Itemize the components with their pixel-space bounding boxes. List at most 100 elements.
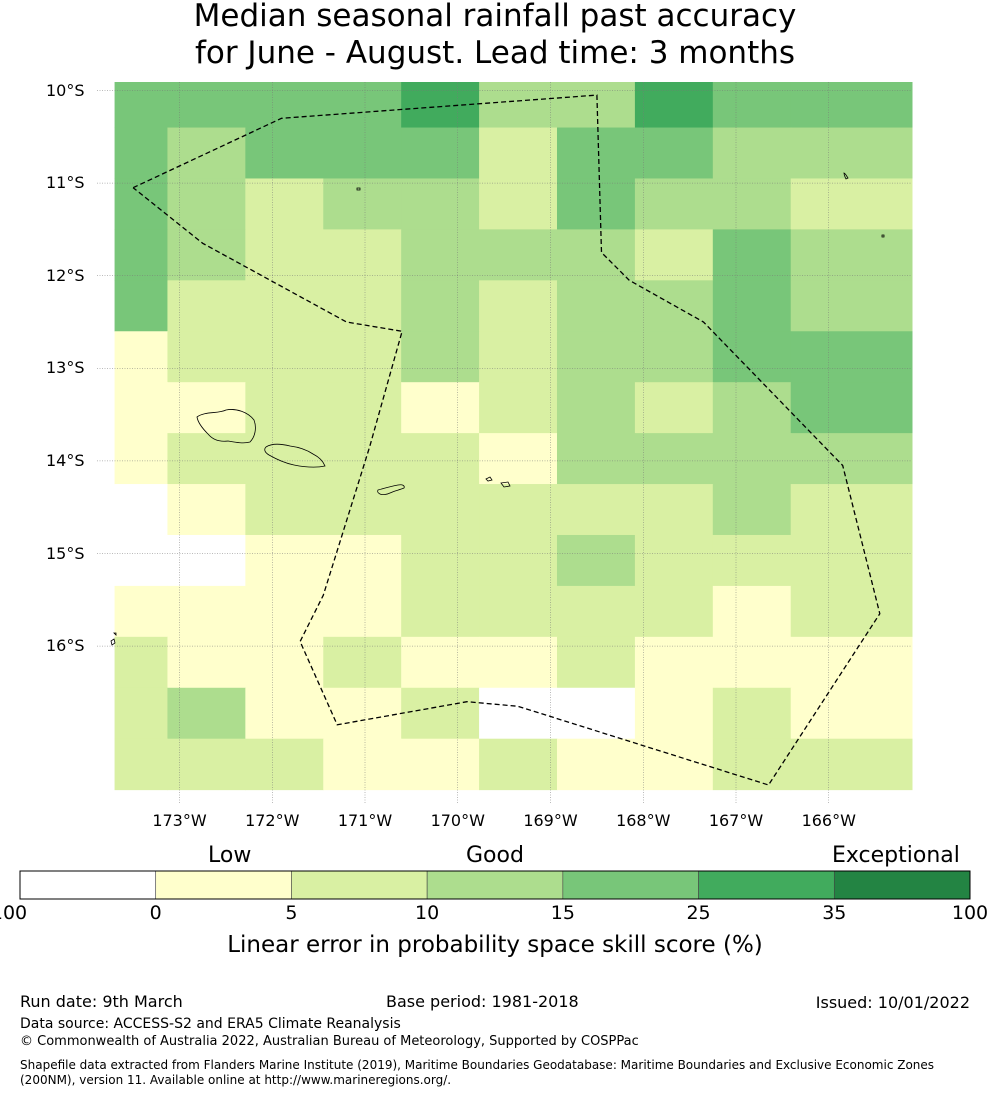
colorbar-tick-label: 100 xyxy=(951,902,989,924)
grid-cell xyxy=(790,280,913,332)
grid-cell xyxy=(712,585,792,638)
grid-cell xyxy=(323,484,402,536)
grid-cell xyxy=(712,738,792,791)
grid-cell xyxy=(479,534,558,587)
island-upolu xyxy=(264,443,326,468)
colorbar-tick-label: 15 xyxy=(550,902,575,924)
colorbar-segment xyxy=(698,870,835,900)
grid-cell xyxy=(114,687,168,740)
grid-cell xyxy=(479,585,558,638)
longitude-label: 168°W xyxy=(616,811,671,830)
grid-cell xyxy=(556,280,636,332)
grid-cell xyxy=(634,82,714,129)
grid-cell xyxy=(479,229,558,281)
grid-cell xyxy=(323,382,402,434)
island-small-east xyxy=(881,234,885,238)
grid-cell xyxy=(323,280,402,332)
grid-cell xyxy=(712,280,792,332)
grid-cell xyxy=(167,229,246,281)
grid-cell xyxy=(556,331,636,383)
grid-cell xyxy=(634,534,714,587)
grid-cell xyxy=(790,738,913,791)
grid-cell xyxy=(790,127,913,179)
grid-cell xyxy=(323,178,402,230)
data-source: Data source: ACCESS-S2 and ERA5 Climate … xyxy=(20,1016,401,1032)
grid-cell xyxy=(401,382,480,434)
grid-cell xyxy=(323,585,402,638)
colorbar-segment xyxy=(155,870,292,900)
base-period: Base period: 1981-2018 xyxy=(386,992,579,1011)
grid-cell xyxy=(114,585,168,638)
grid-cell xyxy=(114,738,168,791)
island-savaii xyxy=(196,409,256,444)
grid-cell xyxy=(790,687,913,740)
colorbar-segment xyxy=(291,870,428,900)
grid-cell xyxy=(245,331,324,383)
island-outlines xyxy=(110,172,885,646)
grid-cell xyxy=(479,82,558,129)
grid-cell xyxy=(245,687,324,740)
colorbar-segment xyxy=(833,870,971,900)
colorbar xyxy=(19,870,971,900)
grid-cell xyxy=(790,636,913,689)
grid-cell xyxy=(634,127,714,179)
grid-cell xyxy=(114,636,168,689)
colorbar-label: Linear error in probability space skill … xyxy=(227,932,763,958)
grid-cell xyxy=(323,636,402,689)
grid-cell xyxy=(323,331,402,383)
colorbar-segment xyxy=(562,870,699,900)
grid-cell xyxy=(401,229,480,281)
grid-cell xyxy=(323,433,402,485)
island-southwest xyxy=(110,632,117,646)
grid-cell xyxy=(712,331,792,383)
grid-cell xyxy=(114,534,168,587)
grid-cell xyxy=(401,636,480,689)
colorbar-frame xyxy=(19,870,971,900)
skill-grid xyxy=(114,82,913,791)
grid-cell xyxy=(401,280,480,332)
grid-cell xyxy=(634,433,714,485)
grid-cell xyxy=(401,484,480,536)
colorbar-tick-label: 10 xyxy=(415,902,440,924)
grid-cell xyxy=(556,534,636,587)
colorbar-tick-label: 0 xyxy=(149,902,162,924)
grid-cell xyxy=(323,127,402,179)
grid-cell xyxy=(245,82,324,129)
longitude-label: 167°W xyxy=(708,811,764,830)
grid-cell xyxy=(556,585,636,638)
longitude-label: 173°W xyxy=(152,811,207,830)
colorbar-segment xyxy=(19,870,157,900)
colorbar-tick-label: 5 xyxy=(285,902,298,924)
grid-cell xyxy=(634,585,714,638)
grid-cell xyxy=(712,82,792,129)
grid-cell xyxy=(323,534,402,587)
grid-cell xyxy=(245,382,324,434)
grid-cell xyxy=(479,280,558,332)
grid-cell xyxy=(556,127,636,179)
longitude-label: 170°W xyxy=(430,811,485,830)
grid-cell xyxy=(245,738,324,791)
grid-cell xyxy=(790,382,913,434)
grid-cell xyxy=(479,382,558,434)
grid-cell xyxy=(167,382,246,434)
latitude-label: 12°S xyxy=(46,265,85,285)
grid-cell xyxy=(245,484,324,536)
island-north-atoll xyxy=(356,187,361,191)
grid-cell xyxy=(401,433,480,485)
grid-cell xyxy=(790,433,913,485)
grid-cell xyxy=(167,585,246,638)
map-title-line-1: Median seasonal rainfall past accuracy xyxy=(193,0,797,34)
longitude-label: 166°W xyxy=(801,811,856,830)
grid-cell xyxy=(790,178,913,230)
grid-cell xyxy=(323,229,402,281)
longitude-label: 172°W xyxy=(245,811,300,830)
grid-cell xyxy=(634,331,714,383)
colorbar-word-exceptional: Exceptional xyxy=(832,843,960,868)
grid-cell xyxy=(790,229,913,281)
copyright-note: © Commonwealth of Australia 2022, Austra… xyxy=(20,1034,639,1049)
grid-cell xyxy=(790,585,913,638)
grid-cell xyxy=(712,534,792,587)
grid-cell xyxy=(401,738,480,791)
grid-cell xyxy=(114,484,168,536)
